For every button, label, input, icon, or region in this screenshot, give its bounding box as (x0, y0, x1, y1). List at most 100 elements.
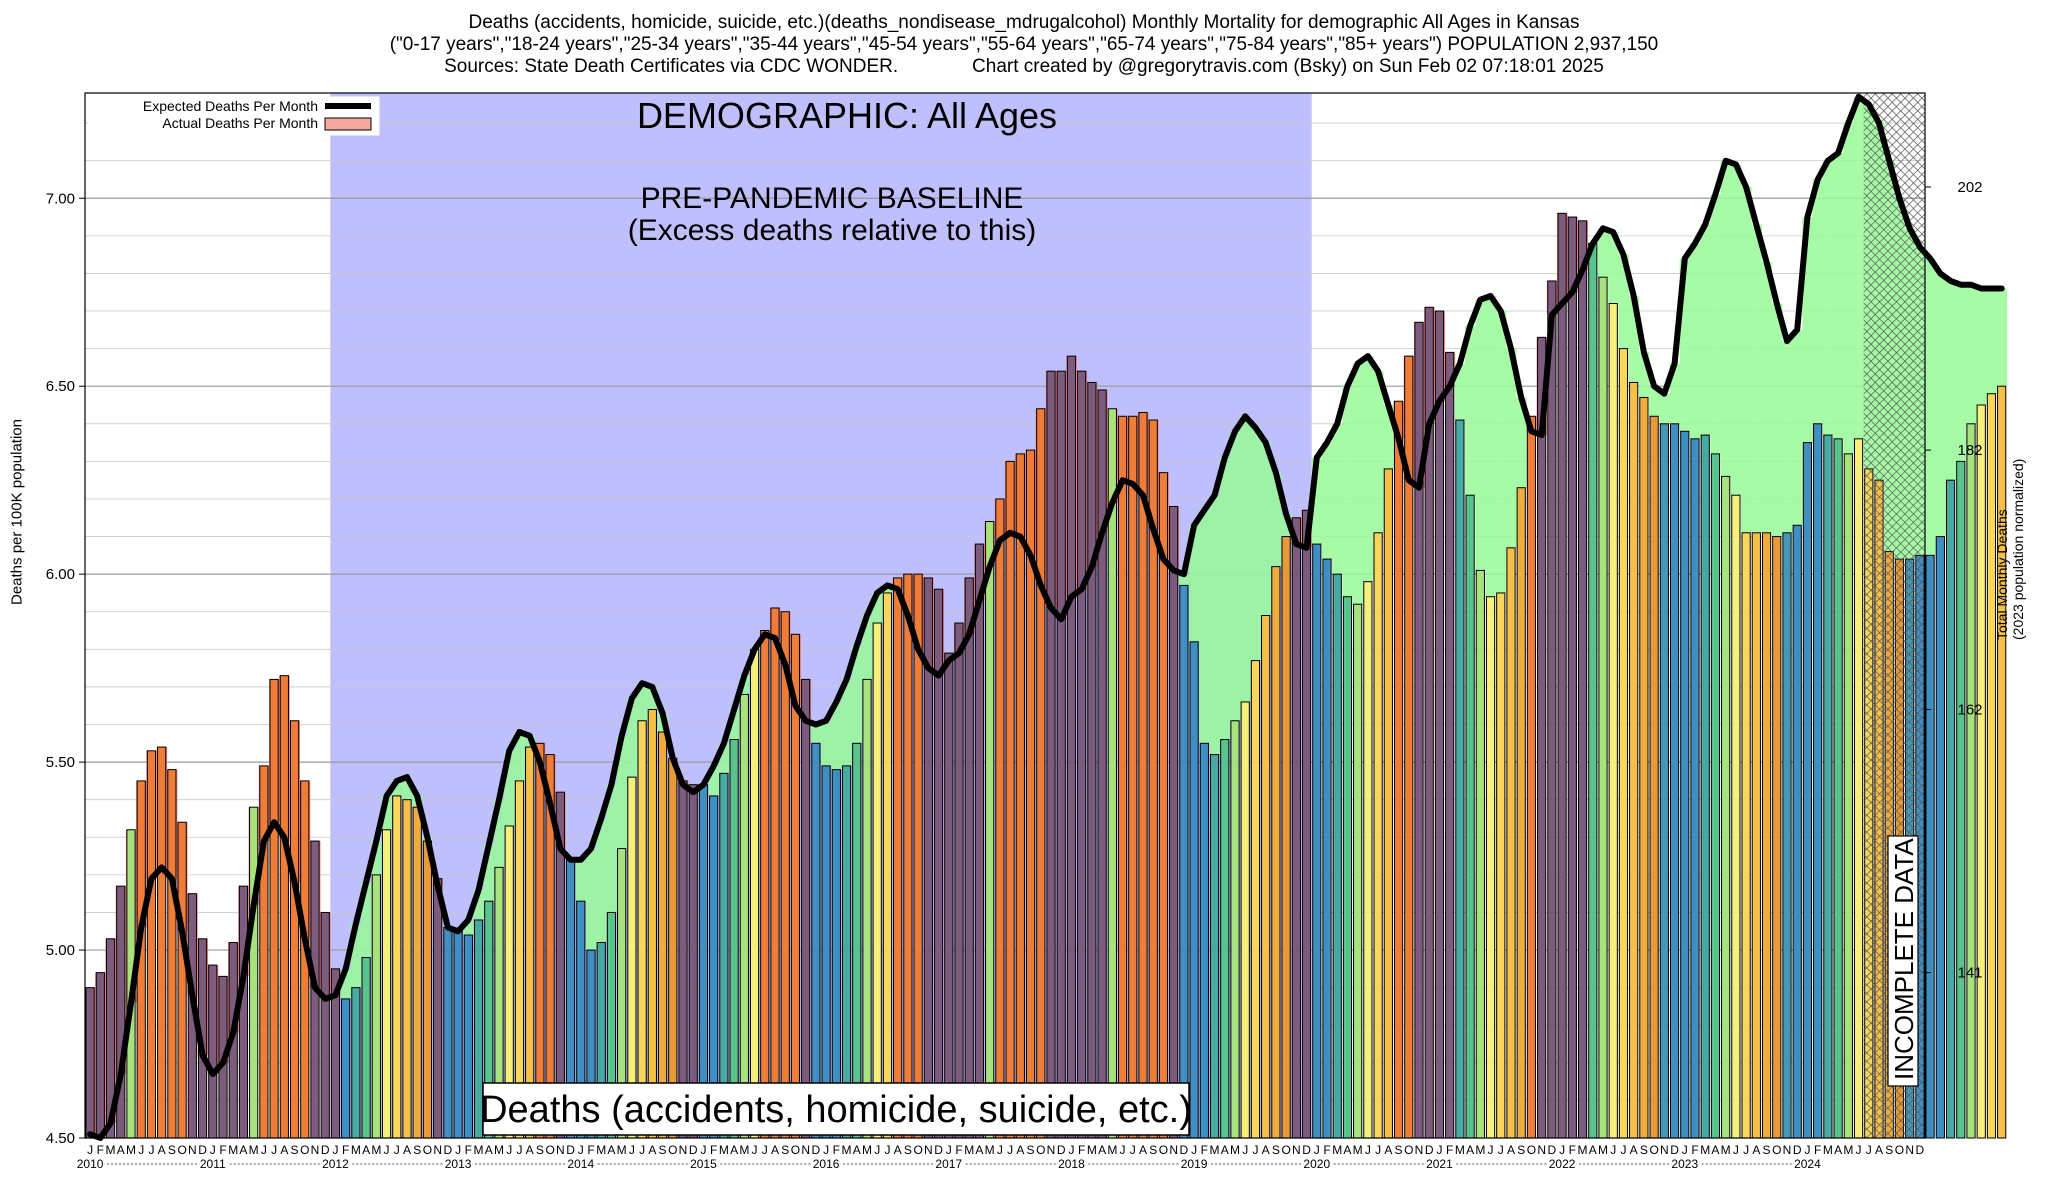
x-month-label: J (332, 1143, 338, 1157)
excess-area-segment (637, 683, 648, 721)
bar (1823, 434, 1833, 1139)
x-month-label: D (1793, 1143, 1802, 1157)
bar (1363, 581, 1373, 1139)
y-tick-label: 5.50 (46, 754, 75, 771)
x-month-label: D (198, 1143, 207, 1157)
bar (1138, 412, 1148, 1139)
y2-tick-label: 202 (1957, 179, 1982, 196)
x-month-label: O (1036, 1143, 1045, 1157)
bar (1414, 321, 1424, 1139)
x-month-label: F (219, 1143, 226, 1157)
x-year-label: 2010 (77, 1157, 104, 1171)
x-month-label: S (1272, 1143, 1280, 1157)
excess-area-segment (1761, 262, 1773, 533)
bar (1383, 468, 1393, 1139)
bar (1353, 603, 1363, 1139)
x-month-label: J (1007, 1143, 1013, 1157)
bar (1301, 509, 1312, 1139)
excess-area-segment (1505, 348, 1517, 548)
x-month-label: J (516, 1143, 522, 1157)
excess-area-segment (1771, 303, 1783, 537)
excess-area-segment (1597, 228, 1609, 278)
x-month-label: A (239, 1143, 247, 1157)
bar (1516, 487, 1526, 1139)
bar (1261, 615, 1271, 1139)
excess-area-segment (401, 777, 413, 800)
bar (1465, 494, 1475, 1139)
bar (1117, 415, 1128, 1139)
x-month-label: J (1314, 1143, 1320, 1157)
excess-area-segment (1618, 254, 1629, 349)
x-month-label: A (1343, 1143, 1351, 1157)
excess-area-segment (1352, 363, 1364, 605)
x-month-label: O (423, 1143, 432, 1157)
excess-area-segment (1925, 258, 1936, 556)
bar (1751, 532, 1761, 1139)
bar (95, 972, 105, 1139)
x-month-label: A (771, 1143, 779, 1157)
bar (1332, 573, 1342, 1139)
cause-box (482, 1082, 1190, 1136)
bar (668, 757, 678, 1139)
x-month-label: F (1569, 1143, 1576, 1157)
excess-area-segment (350, 923, 362, 988)
x-month-label: F (1201, 1143, 1208, 1157)
x-month-label: J (1068, 1143, 1074, 1157)
x-month-label: A (117, 1143, 125, 1157)
x-month-label: M (596, 1143, 606, 1157)
x-month-label: F (1446, 1143, 1453, 1157)
bar (852, 742, 862, 1139)
baseline-label: PRE-PANDEMIC BASELINE (641, 182, 1024, 215)
x-month-label: D (444, 1143, 453, 1157)
bar (381, 829, 392, 1139)
bar (647, 708, 657, 1139)
x-year-label: 2015 (690, 1157, 717, 1171)
excess-area-segment (391, 780, 403, 796)
excess-area-segment (575, 859, 587, 902)
x-month-label: S (168, 1143, 176, 1157)
x-month-label: O (1772, 1143, 1781, 1157)
bar (1250, 660, 1261, 1139)
bar (944, 652, 954, 1139)
bar (320, 911, 330, 1139)
bar (1741, 532, 1751, 1139)
incomplete-box (1887, 835, 1919, 1087)
bar (1945, 479, 1956, 1139)
bar (412, 806, 422, 1139)
excess-area-segment (1321, 442, 1333, 560)
bar (1772, 536, 1782, 1139)
x-month-label: J (1375, 1143, 1381, 1157)
y2-axis-label: Total Monthly Deaths (2023 population no… (1994, 459, 2026, 640)
excess-area-segment (483, 844, 495, 902)
x-month-label: J (1743, 1143, 1749, 1157)
bar (1925, 554, 1935, 1139)
x-year-label: 2021 (1426, 1157, 1453, 1171)
x-month-label: J (1120, 1143, 1126, 1157)
bar (1475, 569, 1485, 1139)
excess-area-segment (1710, 194, 1721, 454)
bar (463, 934, 473, 1139)
x-month-label: O (1895, 1143, 1904, 1157)
x-month-label: M (1210, 1143, 1220, 1157)
x-month-label: J (271, 1143, 277, 1157)
bar (954, 622, 964, 1139)
bar (1956, 460, 1966, 1139)
bar (1128, 415, 1138, 1139)
x-month-label: O (300, 1143, 309, 1157)
excess-area-segment (1454, 363, 1466, 421)
bar (1179, 584, 1189, 1139)
bar (657, 731, 668, 1139)
x-month-label: O (1649, 1143, 1658, 1157)
legend-swatch-actual (324, 117, 372, 131)
y-tick-label: 6.00 (46, 566, 75, 583)
x-month-label: O (1527, 1143, 1536, 1157)
x-month-label: M (1843, 1143, 1853, 1157)
bar (1659, 423, 1669, 1139)
x-month-label: N (1783, 1143, 1792, 1157)
bar (1761, 532, 1772, 1139)
excess-area-segment (1281, 514, 1292, 537)
bar (341, 998, 351, 1139)
x-month-label: M (249, 1143, 259, 1157)
x-month-label: F (833, 1143, 840, 1157)
